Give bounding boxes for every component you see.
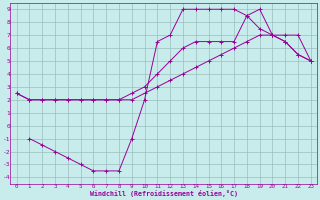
X-axis label: Windchill (Refroidissement éolien,°C): Windchill (Refroidissement éolien,°C): [90, 190, 238, 197]
